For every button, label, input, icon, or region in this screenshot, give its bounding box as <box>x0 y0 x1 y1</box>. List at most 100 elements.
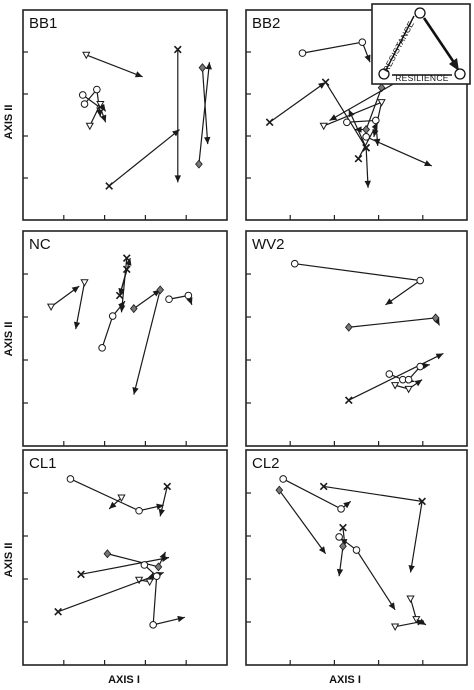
trajectory-cl2-7 <box>406 595 427 626</box>
inset-resistance-line <box>385 15 415 71</box>
trajectory-arrowhead <box>414 379 423 387</box>
x-axis-label-col2: AXIS I <box>329 674 361 686</box>
point-diamond <box>362 125 370 135</box>
trajectory-arrowhead <box>388 602 396 610</box>
trajectory-arrowhead <box>96 109 103 117</box>
trajectory-nc-6 <box>98 300 126 352</box>
point-triangle <box>390 382 400 390</box>
trajectory-line <box>365 136 433 167</box>
panel-title-nc: NC <box>29 236 51 253</box>
panel-frame-bb1 <box>22 9 228 221</box>
point-diamond <box>156 285 165 295</box>
point-circle <box>98 344 106 352</box>
point-circle <box>337 505 345 513</box>
point-x <box>339 523 347 532</box>
inset-node-right <box>454 68 466 80</box>
trajectory-cl2-6 <box>335 533 396 611</box>
point-diamond <box>154 562 163 572</box>
point-circle <box>372 116 380 125</box>
point-circle <box>385 370 394 378</box>
trajectory-arrowhead <box>177 615 185 623</box>
trajectory-wv2-1 <box>290 259 424 306</box>
trajectory-line <box>198 62 211 165</box>
panel-title-bb2: BB2 <box>252 15 280 32</box>
point-x <box>77 570 85 579</box>
trajectory-arrowhead <box>134 71 143 78</box>
trajectory-arrowhead <box>205 62 212 70</box>
point-x <box>173 45 182 54</box>
point-triangle <box>406 595 415 603</box>
panel-frame-wv2 <box>245 230 468 447</box>
point-circle <box>416 362 424 371</box>
panels: BB1 BB2 NC WV2 CL1 CL2 <box>22 9 468 666</box>
trajectory-line <box>57 571 164 613</box>
y-axis-label-row2: AXIS II <box>3 322 15 357</box>
trajectory-bb1-3 <box>173 45 182 183</box>
trajectory-arrowhead <box>73 321 81 330</box>
trajectory-cl2-5 <box>336 541 347 577</box>
trajectory-cl1-5 <box>158 482 172 517</box>
point-triangle <box>117 494 126 502</box>
trajectory-arrowhead <box>204 136 211 145</box>
trajectory-cl2-1 <box>279 475 352 513</box>
y-axis-label-row1: AXIS II <box>3 105 15 140</box>
panel-frame-cl1 <box>22 449 228 666</box>
trajectory-line <box>278 489 327 555</box>
trajectory-arrowhead <box>109 501 117 509</box>
point-triangle <box>80 279 89 287</box>
point-x <box>163 482 172 491</box>
trajectory-arrowhead <box>329 114 338 121</box>
trajectory-arrowhead <box>98 103 106 112</box>
point-x <box>362 143 371 152</box>
trajectory-arrowhead <box>354 126 362 133</box>
panel-frame-cl2 <box>245 449 468 666</box>
point-circle <box>184 291 193 300</box>
point-circle <box>352 546 361 554</box>
trajectory-arrowhead <box>174 175 181 183</box>
trajectory-line <box>348 317 441 328</box>
point-circle <box>66 475 75 483</box>
panel-title-cl1: CL1 <box>29 455 57 472</box>
point-diamond <box>377 83 386 93</box>
panel-bb1: BB1 <box>22 9 228 221</box>
trajectory-cl1-1 <box>66 475 164 515</box>
panel-title-bb1: BB1 <box>29 15 57 32</box>
point-circle <box>93 85 101 94</box>
trajectory-nc-8 <box>132 285 165 395</box>
point-diamond <box>103 549 112 559</box>
inset-node-top <box>414 7 426 19</box>
trajectory-wv2-2 <box>344 313 441 332</box>
trajectory-line <box>282 478 352 510</box>
trajectory-arrowhead <box>408 565 415 573</box>
point-triangle <box>390 623 400 632</box>
trajectory-arrowhead <box>364 180 371 188</box>
trajectory-cl1-7 <box>108 494 126 510</box>
trajectory-line <box>75 282 86 330</box>
trajectory-arrowhead <box>371 122 378 130</box>
point-diamond <box>198 63 207 73</box>
point-circle <box>416 276 424 285</box>
point-triangle <box>96 100 105 109</box>
point-circle <box>78 91 87 99</box>
point-x <box>321 78 330 87</box>
trajectory-cl2-2 <box>319 482 426 573</box>
point-x <box>105 182 114 190</box>
trajectory-line <box>133 289 161 395</box>
panel-cl2: CL2 <box>245 449 468 666</box>
point-x <box>122 254 131 262</box>
trajectory-arrowhead <box>159 551 166 560</box>
trajectory-arrowhead <box>71 286 80 293</box>
trajectory-arrowhead <box>125 258 132 266</box>
trajectory-line <box>329 78 404 121</box>
point-triangle <box>412 616 421 624</box>
trajectory-line <box>70 478 164 512</box>
trajectory-bb2-2 <box>265 81 326 127</box>
point-triangle <box>319 122 328 131</box>
trajectory-line <box>294 263 422 306</box>
trajectory-line <box>108 129 180 187</box>
trajectory-line <box>80 556 170 575</box>
trajectory-arrowhead <box>341 538 348 547</box>
panel-bb2: BB2 <box>245 9 468 221</box>
trajectory-cl2-3 <box>275 485 327 555</box>
trajectory-arrowhead <box>158 508 165 517</box>
